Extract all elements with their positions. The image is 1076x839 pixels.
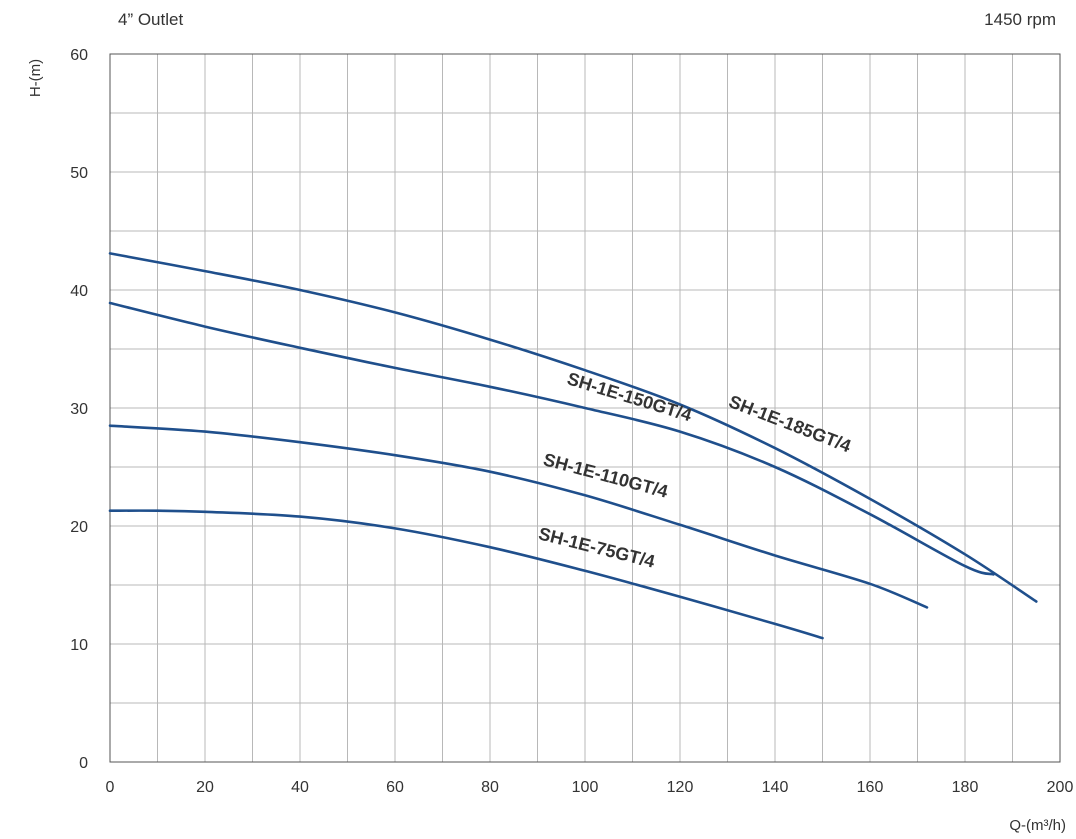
x-tick-label: 0	[106, 779, 115, 796]
x-tick-label: 180	[952, 779, 979, 796]
performance-curve-line	[108, 424, 929, 609]
x-tick-label: 140	[762, 779, 789, 796]
performance-curve-line	[108, 509, 824, 640]
series-label: SH-1E-185GT/4	[726, 391, 854, 456]
x-tick-label: 40	[291, 779, 309, 796]
performance-curves	[108, 252, 1038, 640]
y-axis-label: H-(m)	[27, 59, 44, 97]
y-tick-label: 40	[70, 283, 88, 300]
y-tick-label: 60	[70, 47, 88, 64]
series-label: SH-1E-150GT/4	[565, 368, 694, 425]
y-tick-label: 50	[70, 165, 88, 182]
performance-curve-line	[108, 252, 1038, 603]
x-tick-label: 200	[1047, 779, 1074, 796]
y-tick-label: 10	[70, 637, 88, 654]
x-tick-label: 80	[481, 779, 499, 796]
series-labels: SH-1E-185GT/4 SH-1E-150GT/4 SH-1E-110GT/4 S…	[537, 368, 854, 571]
y-tick-label: 30	[70, 401, 88, 418]
series-label: SH-1E-75GT/4	[537, 524, 657, 572]
y-tick-label: 0	[79, 755, 88, 772]
x-tick-label: 60	[386, 779, 404, 796]
x-tick-label: 20	[196, 779, 214, 796]
x-tick-label: 100	[572, 779, 599, 796]
plot-frame	[109, 53, 1061, 763]
performance-curve-line	[108, 301, 995, 576]
x-tick-label: 160	[857, 779, 884, 796]
y-tick-label: 20	[70, 519, 88, 536]
outlet-size-label: 4” Outlet	[118, 10, 184, 29]
x-tick-labels: 0 20 40 60 80 100 120 140 160 180 200	[106, 779, 1074, 796]
speed-label: 1450 rpm	[984, 10, 1056, 29]
x-tick-label: 120	[667, 779, 694, 796]
y-tick-labels: 0 10 20 30 40 50 60	[70, 47, 88, 772]
x-axis-label: Q-(m³/h)	[1009, 817, 1066, 834]
series-label: SH-1E-110GT/4	[541, 449, 670, 501]
